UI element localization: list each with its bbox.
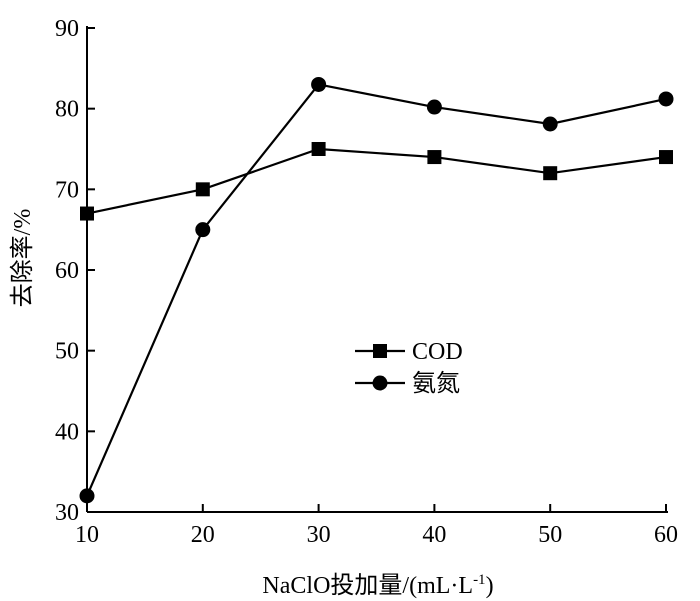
data-point-ammonia — [542, 116, 558, 132]
x-tick-label: 50 — [538, 522, 562, 548]
legend-marker-cod — [373, 344, 387, 358]
data-point-ammonia — [195, 222, 211, 238]
y-tick-label: 80 — [55, 97, 79, 123]
y-tick-label: 50 — [55, 339, 79, 365]
data-point-ammonia — [658, 91, 674, 107]
legend-marker-ammonia — [372, 375, 388, 391]
y-tick-label: 70 — [55, 177, 79, 203]
y-axis-title: 去除率/% — [9, 209, 36, 308]
data-point-cod — [659, 150, 673, 165]
y-tick-label: 40 — [55, 419, 79, 445]
legend-label-cod: COD — [412, 339, 463, 365]
y-tick-label: 90 — [55, 16, 79, 42]
x-axis-ticks: 10 20 30 40 50 60 — [75, 504, 678, 548]
data-point-ammonia — [426, 99, 442, 115]
x-axis-title-tail: ) — [486, 573, 494, 599]
y-tick-label: 60 — [55, 258, 79, 284]
x-axis-title-sup: -1 — [473, 572, 486, 588]
data-point-cod — [80, 206, 94, 221]
legend-label-ammonia: 氨氮 — [412, 370, 460, 397]
data-point-cod — [195, 182, 210, 197]
data-point-ammonia — [79, 488, 95, 504]
x-tick-label: 60 — [654, 522, 678, 548]
legend: COD 氨氮 — [355, 339, 463, 397]
series-layer — [79, 76, 674, 504]
x-tick-label: 30 — [307, 522, 331, 548]
series-line-ammonia — [85, 83, 667, 497]
data-point-cod — [311, 142, 326, 156]
data-point-cod — [543, 166, 558, 181]
data-point-cod — [427, 150, 442, 165]
x-axis-title: NaClO投加量/(mL·L-1) — [262, 572, 493, 599]
x-tick-label: 40 — [422, 522, 446, 548]
x-tick-label: 10 — [75, 522, 99, 548]
axes — [86, 26, 668, 513]
x-axis-title-main: NaClO投加量/(mL·L — [262, 572, 473, 599]
y-tick-label: 30 — [55, 500, 79, 526]
series-line-cod — [86, 147, 667, 215]
x-tick-label: 20 — [191, 522, 215, 548]
y-axis-ticks: 30 40 50 60 70 80 90 — [55, 16, 95, 526]
data-point-ammonia — [311, 76, 327, 92]
